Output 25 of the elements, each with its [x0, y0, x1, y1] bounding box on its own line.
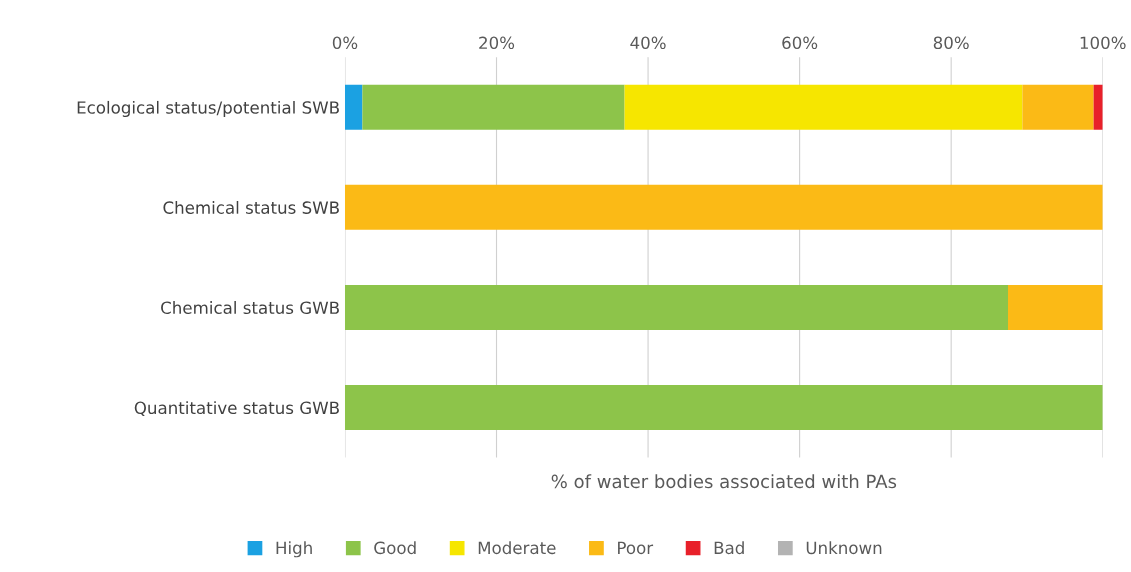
legend-label: Good — [374, 541, 416, 555]
legend-label: Poor — [618, 541, 654, 555]
x-tick-label: 20% — [479, 36, 515, 50]
legend-label: Unknown — [806, 541, 882, 555]
bar — [624, 84, 1023, 130]
legend-label: High — [276, 541, 312, 558]
y-tick-label: Quantitative status GWB — [134, 401, 339, 417]
x-tick-label: 100% — [1080, 36, 1126, 50]
bar — [362, 84, 625, 130]
bar — [344, 284, 1008, 330]
bar — [1008, 284, 1103, 330]
y-tick-label: Chemical status GWB — [161, 301, 339, 315]
legend-label: Bad — [714, 541, 744, 555]
bar — [344, 385, 1103, 431]
x-tick-label: 0% — [332, 36, 358, 50]
x-tick-label: 80% — [933, 36, 969, 50]
y-tick-label: Chemical status SWB — [163, 201, 339, 214]
x-tick-label: 40% — [630, 36, 666, 50]
y-tick-label: Ecological status/potential SWB — [77, 100, 339, 118]
bar — [344, 184, 1103, 230]
bar — [344, 84, 363, 130]
x-tick-label: 60% — [782, 36, 818, 50]
legend-label: Moderate — [478, 541, 556, 555]
x-axis-title: % of water bodies associated with PAs — [551, 474, 897, 489]
bar — [1022, 84, 1094, 130]
